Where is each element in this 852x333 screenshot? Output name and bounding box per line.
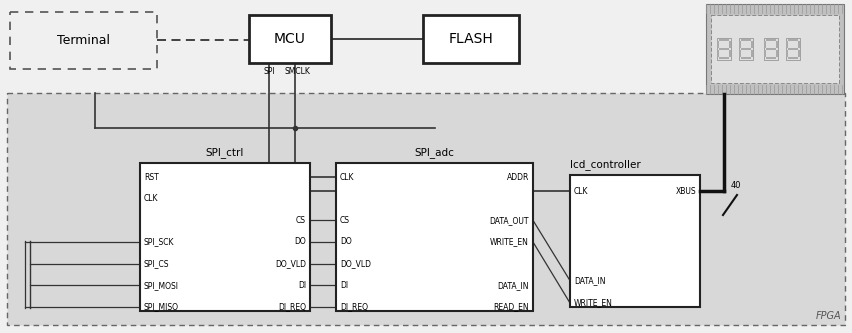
Text: FLASH: FLASH — [449, 32, 493, 46]
Bar — [764, 50, 766, 57]
Text: SPI_ctrl: SPI_ctrl — [206, 147, 245, 158]
Text: CS: CS — [296, 216, 306, 225]
Text: SPI_MOSI: SPI_MOSI — [144, 281, 179, 290]
Text: DO_VLD: DO_VLD — [275, 259, 306, 268]
Bar — [706, 4, 844, 94]
Bar — [336, 163, 533, 311]
Bar — [729, 50, 731, 57]
Bar — [764, 41, 766, 48]
Bar — [776, 41, 778, 48]
Bar — [788, 57, 798, 59]
Bar — [739, 41, 741, 48]
Bar — [140, 163, 310, 311]
Text: SPI: SPI — [263, 67, 275, 76]
Bar — [10, 12, 157, 69]
Bar — [739, 38, 753, 60]
Text: DO_VLD: DO_VLD — [340, 259, 371, 268]
Bar — [719, 57, 729, 59]
Text: DO: DO — [294, 237, 306, 246]
Text: SPI_adc: SPI_adc — [415, 147, 454, 158]
Text: Terminal: Terminal — [57, 34, 110, 47]
Bar — [766, 39, 776, 41]
Bar — [739, 50, 741, 57]
Bar — [717, 50, 719, 57]
Bar — [766, 48, 776, 50]
Text: WRITE_EN: WRITE_EN — [490, 237, 529, 246]
Bar — [764, 38, 778, 60]
Text: RST: RST — [144, 172, 158, 181]
Text: SPI_MISO: SPI_MISO — [144, 302, 179, 311]
Bar — [741, 48, 751, 50]
Text: DI: DI — [298, 281, 306, 290]
Text: lcd_controller: lcd_controller — [570, 159, 641, 170]
Bar — [786, 41, 788, 48]
Text: DATA_IN: DATA_IN — [498, 281, 529, 290]
Bar — [7, 93, 845, 325]
Bar — [570, 175, 700, 307]
Text: DI_REQ: DI_REQ — [340, 302, 368, 311]
Bar — [798, 50, 800, 57]
Bar — [741, 57, 751, 59]
Text: DI: DI — [340, 281, 348, 290]
Bar — [729, 41, 731, 48]
Bar — [766, 57, 776, 59]
Text: DATA_IN: DATA_IN — [574, 276, 606, 285]
Bar — [776, 50, 778, 57]
Text: DATA_OUT: DATA_OUT — [490, 216, 529, 225]
Bar — [798, 41, 800, 48]
Bar — [751, 50, 753, 57]
Bar — [719, 48, 729, 50]
Bar — [786, 38, 800, 60]
Text: DO: DO — [340, 237, 352, 246]
Bar — [423, 15, 519, 63]
Bar — [711, 15, 839, 83]
Text: 40: 40 — [731, 180, 741, 189]
Text: XBUS: XBUS — [676, 186, 696, 195]
Text: DI_REQ: DI_REQ — [278, 302, 306, 311]
Bar — [717, 38, 731, 60]
Bar — [741, 39, 751, 41]
Text: SMCLK: SMCLK — [284, 67, 310, 76]
Bar — [788, 39, 798, 41]
Text: READ_EN: READ_EN — [493, 302, 529, 311]
Text: MCU: MCU — [274, 32, 306, 46]
Text: CLK: CLK — [144, 194, 158, 203]
Bar — [788, 48, 798, 50]
Text: CLK: CLK — [574, 186, 589, 195]
Bar — [751, 41, 753, 48]
Bar — [717, 41, 719, 48]
Text: CLK: CLK — [340, 172, 354, 181]
Text: SPI_CS: SPI_CS — [144, 259, 170, 268]
Text: SPI_SCK: SPI_SCK — [144, 237, 175, 246]
Text: ADDR: ADDR — [507, 172, 529, 181]
Bar — [719, 39, 729, 41]
Text: CS: CS — [340, 216, 350, 225]
Text: WRITE_EN: WRITE_EN — [574, 298, 613, 307]
Text: FPGA: FPGA — [815, 311, 841, 321]
Bar — [249, 15, 331, 63]
Bar — [786, 50, 788, 57]
